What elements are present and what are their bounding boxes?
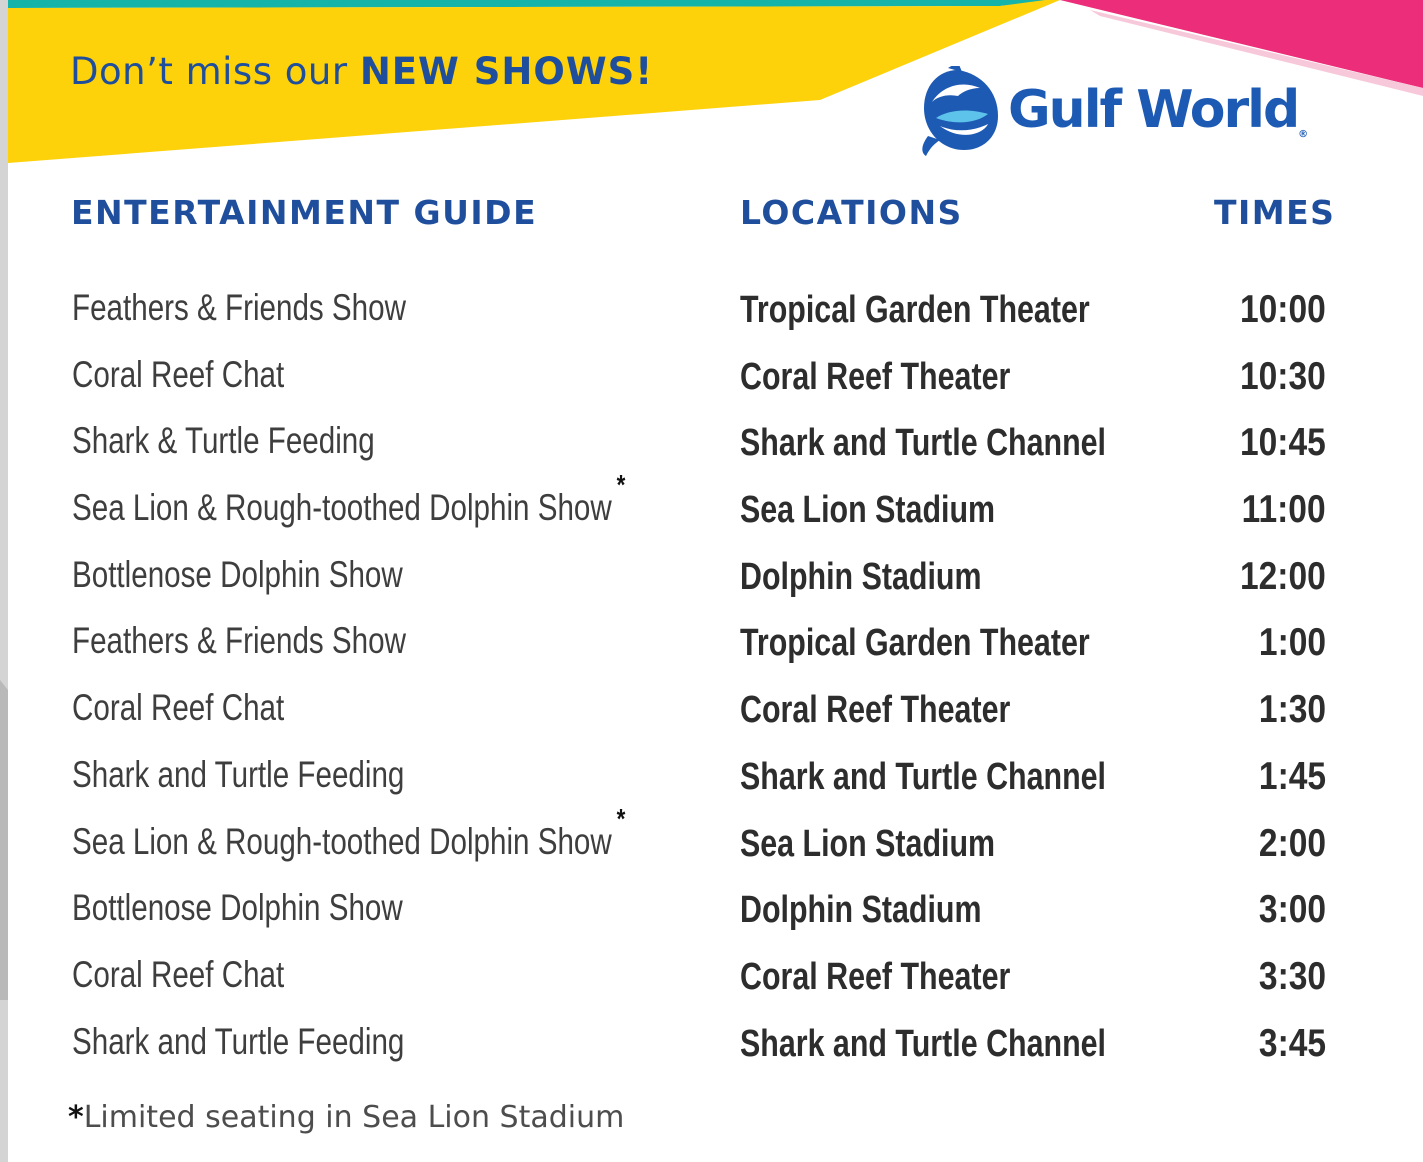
show-time: 1:30 — [1258, 688, 1326, 732]
show-name: Bottlenose Dolphin Show — [72, 553, 403, 595]
schedule-row: Bottlenose Dolphin Show Dolphin Stadium … — [0, 547, 1423, 614]
show-time: 1:45 — [1258, 754, 1326, 798]
show-name: Feathers & Friends Show — [72, 287, 406, 328]
show-time: 12:00 — [1240, 554, 1326, 598]
footnote-asterisk: * — [68, 1100, 84, 1135]
show-name: Shark and Turtle Feeding — [72, 1020, 405, 1062]
gulf-world-logo: Gulf World® — [918, 66, 1308, 156]
show-time: 2:00 — [1258, 821, 1326, 865]
show-time: 10:30 — [1240, 354, 1326, 398]
footnote: *Limited seating in Sea Lion Stadium — [68, 1100, 624, 1135]
tagline-prefix: Don’t miss our — [70, 50, 348, 93]
show-time: 10:45 — [1240, 421, 1326, 465]
show-name: Coral Reef Chat — [72, 687, 285, 729]
show-location: Sea Lion Stadium — [740, 489, 996, 532]
header-entertainment-guide: ENTERTAINMENT GUIDE — [71, 193, 538, 232]
schedule-row: Shark and Turtle Feeding Shark and Turtl… — [0, 1014, 1423, 1081]
show-location: Shark and Turtle Channel — [740, 1022, 1106, 1065]
logo-wordmark: Gulf World® — [1008, 80, 1309, 140]
show-time: 1:00 — [1258, 621, 1326, 665]
show-location: Tropical Garden Theater — [740, 622, 1090, 665]
show-name: Bottlenose Dolphin Show — [72, 887, 403, 929]
show-name: Coral Reef Chat — [72, 353, 285, 395]
show-location: Dolphin Stadium — [740, 889, 982, 932]
schedule-row: Coral Reef Chat Coral Reef Theater 3:30 — [0, 947, 1423, 1014]
show-time: 3:45 — [1258, 1021, 1326, 1065]
schedule-row: Feathers & Friends Show Tropical Garden … — [0, 613, 1423, 680]
show-location: Shark and Turtle Channel — [740, 755, 1106, 798]
schedule-row: Coral Reef Chat Coral Reef Theater 10:30 — [0, 347, 1423, 414]
show-location: Coral Reef Theater — [740, 689, 1011, 732]
show-location: Coral Reef Theater — [740, 955, 1011, 998]
show-name: Shark & Turtle Feeding — [72, 420, 375, 462]
asterisk-mark: * — [616, 469, 626, 501]
schedule-row: Shark and Turtle Feeding Shark and Turtl… — [0, 747, 1423, 814]
show-time: 10:00 — [1240, 288, 1326, 331]
show-name: Feathers & Friends Show — [72, 620, 406, 662]
show-time: 3:30 — [1258, 954, 1326, 998]
schedule-row: Sea Lion & Rough-toothed Dolphin Show* S… — [0, 469, 1423, 547]
show-location: Coral Reef Theater — [740, 355, 1011, 398]
show-location: Shark and Turtle Channel — [740, 422, 1106, 465]
show-location: Tropical Garden Theater — [740, 289, 1090, 331]
show-name: Shark and Turtle Feeding — [72, 753, 405, 795]
show-name: Sea Lion & Rough-toothed Dolphin Show* — [72, 469, 626, 529]
show-name: Coral Reef Chat — [72, 953, 285, 995]
show-location: Dolphin Stadium — [740, 555, 982, 598]
header-times: TIMES — [1214, 193, 1336, 232]
tagline-emphasis: NEW SHOWS! — [359, 50, 654, 93]
tagline: Don’t miss our NEW SHOWS! — [70, 50, 653, 93]
schedule-row: Bottlenose Dolphin Show Dolphin Stadium … — [0, 880, 1423, 947]
schedule-row: Shark & Turtle Feeding Shark and Turtle … — [0, 413, 1423, 480]
schedule-list: Feathers & Friends Show Tropical Garden … — [0, 280, 1423, 1080]
dolphin-logo-icon — [922, 66, 998, 156]
show-name: Sea Lion & Rough-toothed Dolphin Show* — [72, 802, 626, 862]
schedule-row: Coral Reef Chat Coral Reef Theater 1:30 — [0, 680, 1423, 747]
schedule-row: Sea Lion & Rough-toothed Dolphin Show* S… — [0, 802, 1423, 881]
header-locations: LOCATIONS — [740, 193, 963, 232]
footnote-text: Limited seating in Sea Lion Stadium — [83, 1100, 625, 1135]
show-time: 3:00 — [1258, 888, 1326, 932]
asterisk-mark: * — [616, 802, 626, 834]
schedule-row: Feathers & Friends Show Tropical Garden … — [0, 280, 1423, 347]
show-time: 11:00 — [1242, 488, 1326, 532]
show-location: Sea Lion Stadium — [740, 822, 996, 865]
